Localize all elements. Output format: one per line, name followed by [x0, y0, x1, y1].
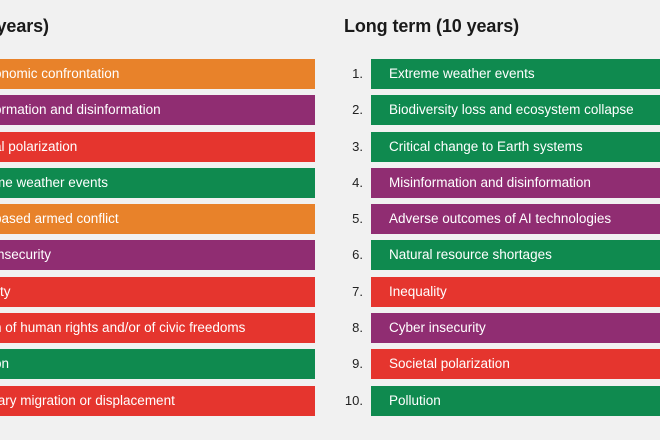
short-term-list: onomic confrontation ormation and disinfo… [0, 59, 315, 422]
short-term-bar-label: ormation and disinformation [0, 102, 161, 118]
long-term-row: 1. Extreme weather events [336, 59, 660, 89]
short-term-bar-label: lity [0, 283, 11, 299]
short-term-bar: based armed conflict [0, 204, 315, 235]
short-term-bar: on [0, 349, 315, 380]
long-term-bar: Critical change to Earth systems [371, 131, 660, 162]
long-term-row: 9. Societal polarization [336, 349, 660, 380]
short-term-bar-label: based armed conflict [0, 211, 119, 227]
short-term-bar-label: insecurity [0, 247, 52, 263]
short-term-bar: insecurity [0, 240, 315, 271]
long-term-rank: 8. [352, 320, 363, 336]
short-term-row: me weather events [0, 167, 315, 198]
long-term-rank: 6. [352, 247, 363, 263]
short-term-bar: me weather events [0, 167, 315, 198]
short-term-bar-label: on [0, 356, 10, 372]
long-term-rank: 3. [352, 138, 363, 154]
long-term-bar: Cyber insecurity [371, 313, 660, 344]
short-term-row: ormation and disinformation [0, 95, 315, 126]
long-term-bar: Pollution [371, 385, 660, 416]
short-term-row: on [0, 349, 315, 380]
long-term-row: 3. Critical change to Earth systems [336, 131, 660, 162]
long-term-bar: Adverse outcomes of AI technologies [371, 204, 660, 235]
short-term-bar: lity [0, 276, 315, 307]
short-term-bar: tary migration or displacement [0, 385, 315, 416]
long-term-bar: Misinformation and disinformation [371, 167, 660, 198]
long-term-rank: 4. [352, 174, 363, 190]
long-term-row: 7. Inequality [336, 276, 660, 307]
long-term-row: 8. Cyber insecurity [336, 313, 660, 344]
long-term-row: 4. Misinformation and disinformation [336, 167, 660, 198]
short-term-row: insecurity [0, 240, 315, 271]
long-term-bar: Extreme weather events [371, 59, 660, 89]
long-term-rank: 7. [352, 283, 363, 299]
short-term-title: n (2 years) [0, 16, 49, 36]
short-term-row: n of human rights and/or of civic freedo… [0, 313, 315, 344]
short-term-row: onomic confrontation [0, 59, 315, 89]
short-term-bar-label: tary migration or displacement [0, 392, 175, 408]
long-term-bar: Biodiversity loss and ecosystem collapse [371, 95, 660, 126]
long-term-row: 2. Biodiversity loss and ecosystem collap… [336, 95, 660, 126]
long-term-row: 5. Adverse outcomes of AI technologies [336, 204, 660, 235]
long-term-row: 10. Pollution [336, 385, 660, 416]
long-term-bar: Societal polarization [371, 349, 660, 380]
short-term-bar: ormation and disinformation [0, 95, 315, 126]
long-term-rank: 2. [352, 102, 363, 118]
short-term-bar: onomic confrontation [0, 59, 315, 89]
long-term-rank: 1. [352, 66, 363, 81]
long-term-list: 1. Extreme weather events 2. Biodiversity l… [336, 59, 660, 422]
long-term-bar: Inequality [371, 276, 660, 307]
long-term-rank: 10. [344, 392, 363, 408]
long-term-row: 6. Natural resource shortages [336, 240, 660, 271]
short-term-bar-label: n of human rights and/or of civic freedo… [0, 320, 246, 336]
short-term-bar-label: onomic confrontation [0, 66, 120, 81]
short-term-row: tary migration or displacement [0, 385, 315, 416]
long-term-bar: Natural resource shortages [371, 240, 660, 271]
long-term-rank: 9. [352, 356, 363, 372]
short-term-row: based armed conflict [0, 204, 315, 235]
short-term-bar-label: al polarization [0, 138, 78, 154]
short-term-bar-label: me weather events [0, 174, 109, 190]
long-term-title: Long term (10 years) [344, 16, 520, 36]
short-term-bar: n of human rights and/or of civic freedo… [0, 313, 315, 344]
short-term-row: lity [0, 276, 315, 307]
short-term-bar: al polarization [0, 131, 315, 162]
long-term-rank: 5. [352, 211, 363, 227]
short-term-row: al polarization [0, 131, 315, 162]
